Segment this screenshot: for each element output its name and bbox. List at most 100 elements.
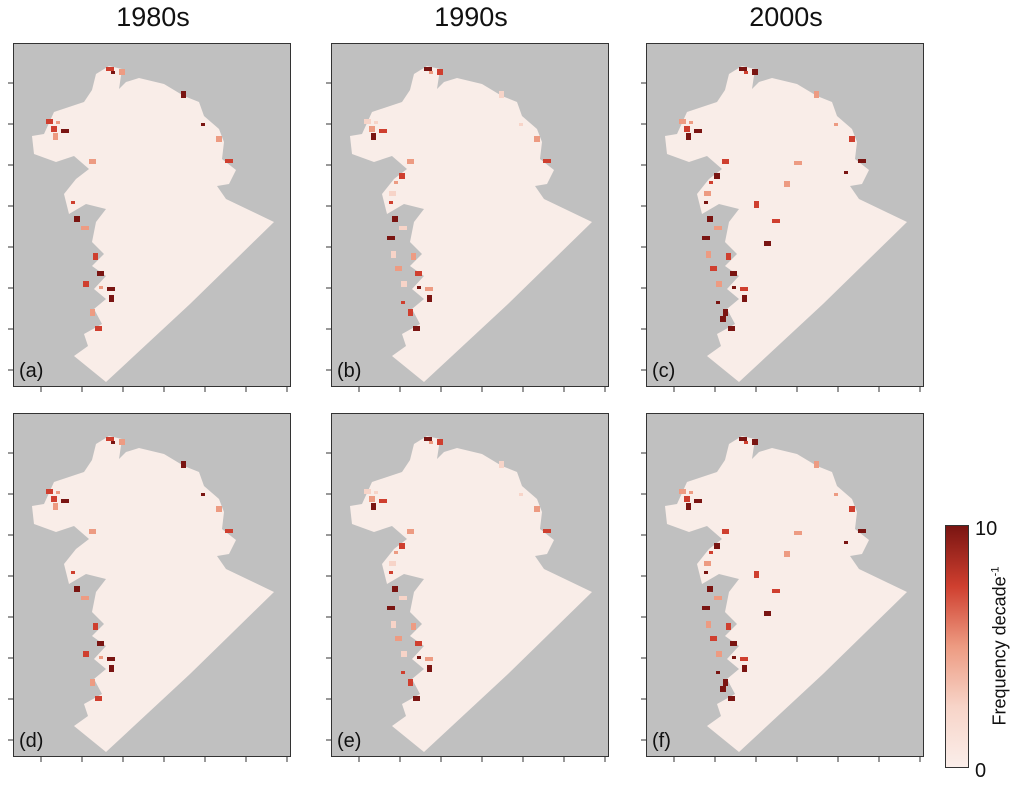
- y-axis-ticks: [641, 452, 646, 741]
- frequency-cell: [201, 493, 205, 496]
- frequency-cell: [401, 671, 405, 674]
- frequency-cell: [394, 181, 398, 184]
- frequency-cell: [201, 123, 205, 126]
- frequency-cell: [720, 686, 726, 692]
- frequency-cell: [427, 665, 432, 672]
- frequency-cell: [714, 226, 722, 230]
- map-panel: (a): [13, 43, 291, 387]
- frequency-cell: [56, 121, 60, 124]
- frequency-cell: [83, 651, 89, 657]
- frequency-cell: [95, 696, 102, 701]
- frequency-cell: [225, 159, 233, 163]
- frequency-cell: [109, 665, 114, 672]
- frequency-cell: [794, 531, 802, 535]
- column-title-2000s: 2000s: [749, 2, 823, 32]
- frequency-cell: [401, 281, 407, 287]
- frequency-cell: [752, 439, 758, 445]
- frequency-cell: [707, 216, 713, 222]
- frequency-cell: [858, 159, 866, 163]
- frequency-cell: [83, 281, 89, 287]
- frequency-cell: [391, 621, 396, 628]
- frequency-cell: [107, 657, 115, 661]
- frequency-cell: [534, 506, 540, 512]
- frequency-cell: [499, 91, 504, 98]
- map-panel: (b): [331, 43, 609, 387]
- panel-label: (c): [652, 360, 676, 382]
- colorbar-max-label: 10: [975, 518, 998, 540]
- frequency-cell: [732, 656, 736, 659]
- map-panel: (e): [331, 413, 609, 757]
- y-axis-ticks: [8, 452, 13, 741]
- frequency-cell: [216, 136, 222, 142]
- frequency-cell: [726, 623, 731, 630]
- frequency-cell: [784, 551, 790, 557]
- frequency-cell: [723, 679, 728, 686]
- frequency-cell: [374, 121, 378, 124]
- frequency-cell: [111, 441, 115, 444]
- water-body: [350, 436, 592, 752]
- frequency-cell: [97, 641, 104, 646]
- frequency-cell: [417, 656, 421, 659]
- frequency-cell: [392, 216, 398, 222]
- frequency-cell: [53, 133, 58, 140]
- frequency-cell: [834, 493, 838, 496]
- frequency-cell: [742, 665, 747, 672]
- frequency-cell: [744, 441, 748, 444]
- frequency-cell: [499, 461, 504, 468]
- frequency-cell: [71, 201, 75, 204]
- frequency-cell: [814, 461, 819, 468]
- frequency-cell: [429, 71, 433, 74]
- frequency-cell: [709, 181, 713, 184]
- frequency-cell: [74, 216, 80, 222]
- frequency-cell: [814, 91, 819, 98]
- frequency-cell: [794, 161, 802, 165]
- frequency-cell: [844, 171, 848, 174]
- frequency-cell: [389, 561, 396, 566]
- frequency-cell: [401, 301, 405, 304]
- frequency-cell: [706, 251, 711, 258]
- frequency-cell: [389, 201, 393, 204]
- bay-map: [350, 436, 592, 752]
- frequency-cell: [849, 136, 855, 142]
- frequency-cell: [742, 295, 747, 302]
- frequency-cell: [225, 529, 233, 533]
- frequency-cell: [399, 543, 405, 549]
- frequency-cell: [772, 219, 780, 223]
- frequency-cell: [399, 173, 405, 179]
- frequency-cell: [90, 679, 95, 686]
- frequency-cell: [407, 159, 414, 164]
- frequency-cell: [364, 489, 371, 494]
- frequency-cell: [752, 69, 758, 75]
- frequency-cell: [429, 441, 433, 444]
- frequency-cell: [689, 491, 693, 494]
- frequency-cell: [391, 251, 396, 258]
- frequency-cell: [51, 126, 57, 132]
- frequency-cell: [710, 636, 717, 641]
- frequency-cell: [395, 636, 402, 641]
- water-body: [32, 66, 274, 382]
- frequency-cell: [437, 439, 443, 445]
- frequency-cell: [216, 506, 222, 512]
- frequency-cell: [679, 119, 686, 124]
- frequency-cell: [834, 123, 838, 126]
- frequency-cell: [401, 651, 407, 657]
- frequency-cell: [684, 496, 690, 502]
- frequency-cell: [730, 641, 737, 646]
- frequency-cell: [716, 671, 720, 674]
- frequency-cell: [437, 69, 443, 75]
- frequency-cell: [407, 529, 414, 534]
- x-axis-ticks: [40, 387, 288, 392]
- frequency-cell: [369, 126, 375, 132]
- frequency-cell: [844, 541, 848, 544]
- panel-label: (e): [337, 730, 362, 752]
- frequency-cell: [728, 326, 735, 331]
- colorbar-title-exponent: -1: [989, 566, 1002, 577]
- frequency-cell: [119, 69, 125, 75]
- frequency-cell: [71, 571, 75, 574]
- frequency-cell: [707, 586, 713, 592]
- frequency-cell: [424, 67, 432, 71]
- x-axis-ticks: [673, 757, 921, 762]
- frequency-cell: [714, 173, 720, 179]
- frequency-cell: [61, 129, 69, 133]
- frequency-cell: [764, 611, 771, 616]
